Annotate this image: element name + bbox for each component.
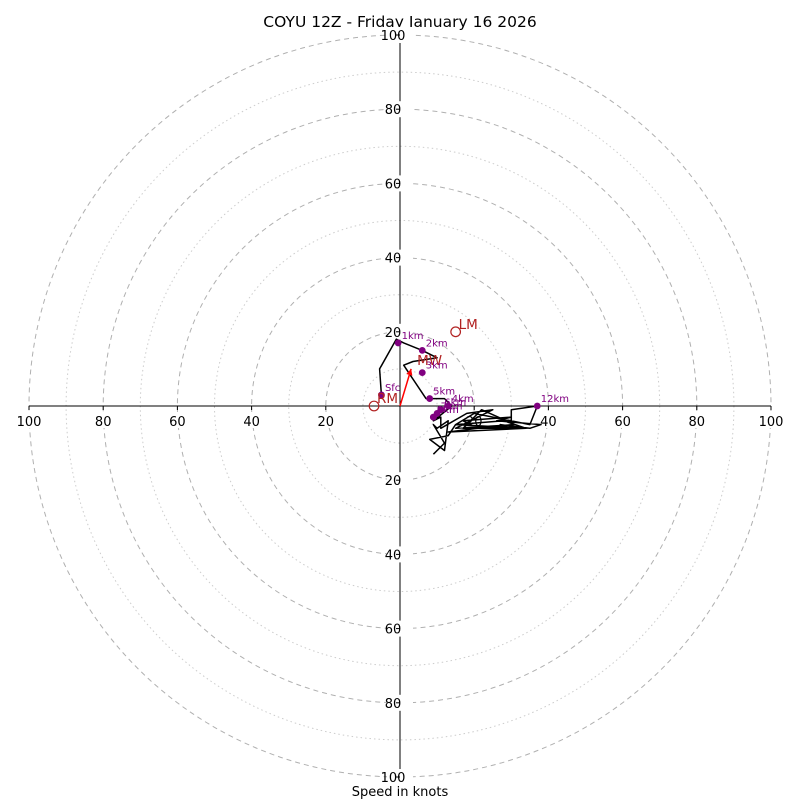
x-tick-label: 100 <box>759 415 784 430</box>
y-tick-label: 20 <box>385 474 402 489</box>
x-tick-bg <box>240 412 263 428</box>
x-tick-bg <box>18 412 40 428</box>
y-tick-label: 100 <box>381 29 406 44</box>
height-marker-5km <box>426 395 434 402</box>
y-ticks: 100 80 60 40 20 20 40 60 80 100 <box>381 27 413 786</box>
height-marker-4km <box>444 402 452 410</box>
storm-motion-label-lm: LM <box>459 317 478 333</box>
y-tick-label: 80 <box>385 697 402 712</box>
height-label-3km: 3km <box>426 361 448 372</box>
x-tick-bg <box>537 412 560 428</box>
x-tick-label: 60 <box>169 415 186 430</box>
height-marker-1km <box>394 339 402 347</box>
y-tick-label: 100 <box>381 771 406 786</box>
mean-wind-arrowhead <box>406 368 413 376</box>
x-tick-bg <box>92 412 115 428</box>
height-label-sfc: Sfc <box>385 383 400 394</box>
height-label-8km: 8km <box>437 405 459 416</box>
height-label-9km: 9km <box>437 405 459 416</box>
height-label-1km: 1km <box>402 331 424 342</box>
x-tick-bg <box>685 412 708 428</box>
mean-wind-vector <box>399 368 412 407</box>
y-tick-label: 40 <box>385 252 402 267</box>
height-label-5km: 5km <box>433 387 455 398</box>
x-tick-label: 100 <box>17 415 42 430</box>
x-tick-label: 40 <box>243 415 260 430</box>
x-tick-bg <box>760 412 782 428</box>
x-tick-bg <box>314 412 337 428</box>
height-marker-3km <box>418 369 426 377</box>
height-marker-2km <box>418 346 426 354</box>
y-tick-label: 20 <box>385 326 402 341</box>
storm-motion-marker-rm <box>368 400 380 412</box>
height-label-2km: 2km <box>426 338 448 349</box>
height-marker-sfc <box>378 391 385 399</box>
mean-wind-label: MW <box>417 353 442 369</box>
x-tick-label: 20 <box>318 415 335 430</box>
y-tick-label: 60 <box>385 177 402 192</box>
storm-motion-label-rm: RM <box>377 391 398 407</box>
x-tick-label: 40 <box>540 415 557 430</box>
mean-wind: MW <box>399 353 442 407</box>
x-tick-bg <box>166 412 189 428</box>
height-label-4km: 4km <box>452 394 474 405</box>
height-marker-12km <box>533 402 541 410</box>
y-tick-label: 80 <box>385 103 402 118</box>
storm-motion-markers: LM RM <box>368 317 478 412</box>
x-tick-bg <box>611 412 634 428</box>
y-tick-label: 40 <box>385 548 402 563</box>
y-tick-label: 60 <box>385 623 402 638</box>
x-axis-label: Speed in knots <box>352 785 449 800</box>
x-tick-label: 80 <box>689 415 706 430</box>
height-label-12km: 12km <box>541 394 569 405</box>
x-tick-label: 60 <box>614 415 631 430</box>
height-label-7km: 7km <box>441 401 463 412</box>
x-tick-label: 80 <box>95 415 112 430</box>
height-marker-9km <box>429 413 437 421</box>
storm-motion-marker-lm <box>450 326 462 338</box>
chart-title: COYU 12Z - Friday January 16 2026 <box>263 13 536 31</box>
height-label-6km: 6km <box>444 398 466 409</box>
x-ticks: 100 80 60 40 20 20 40 60 80 100 <box>17 406 784 430</box>
